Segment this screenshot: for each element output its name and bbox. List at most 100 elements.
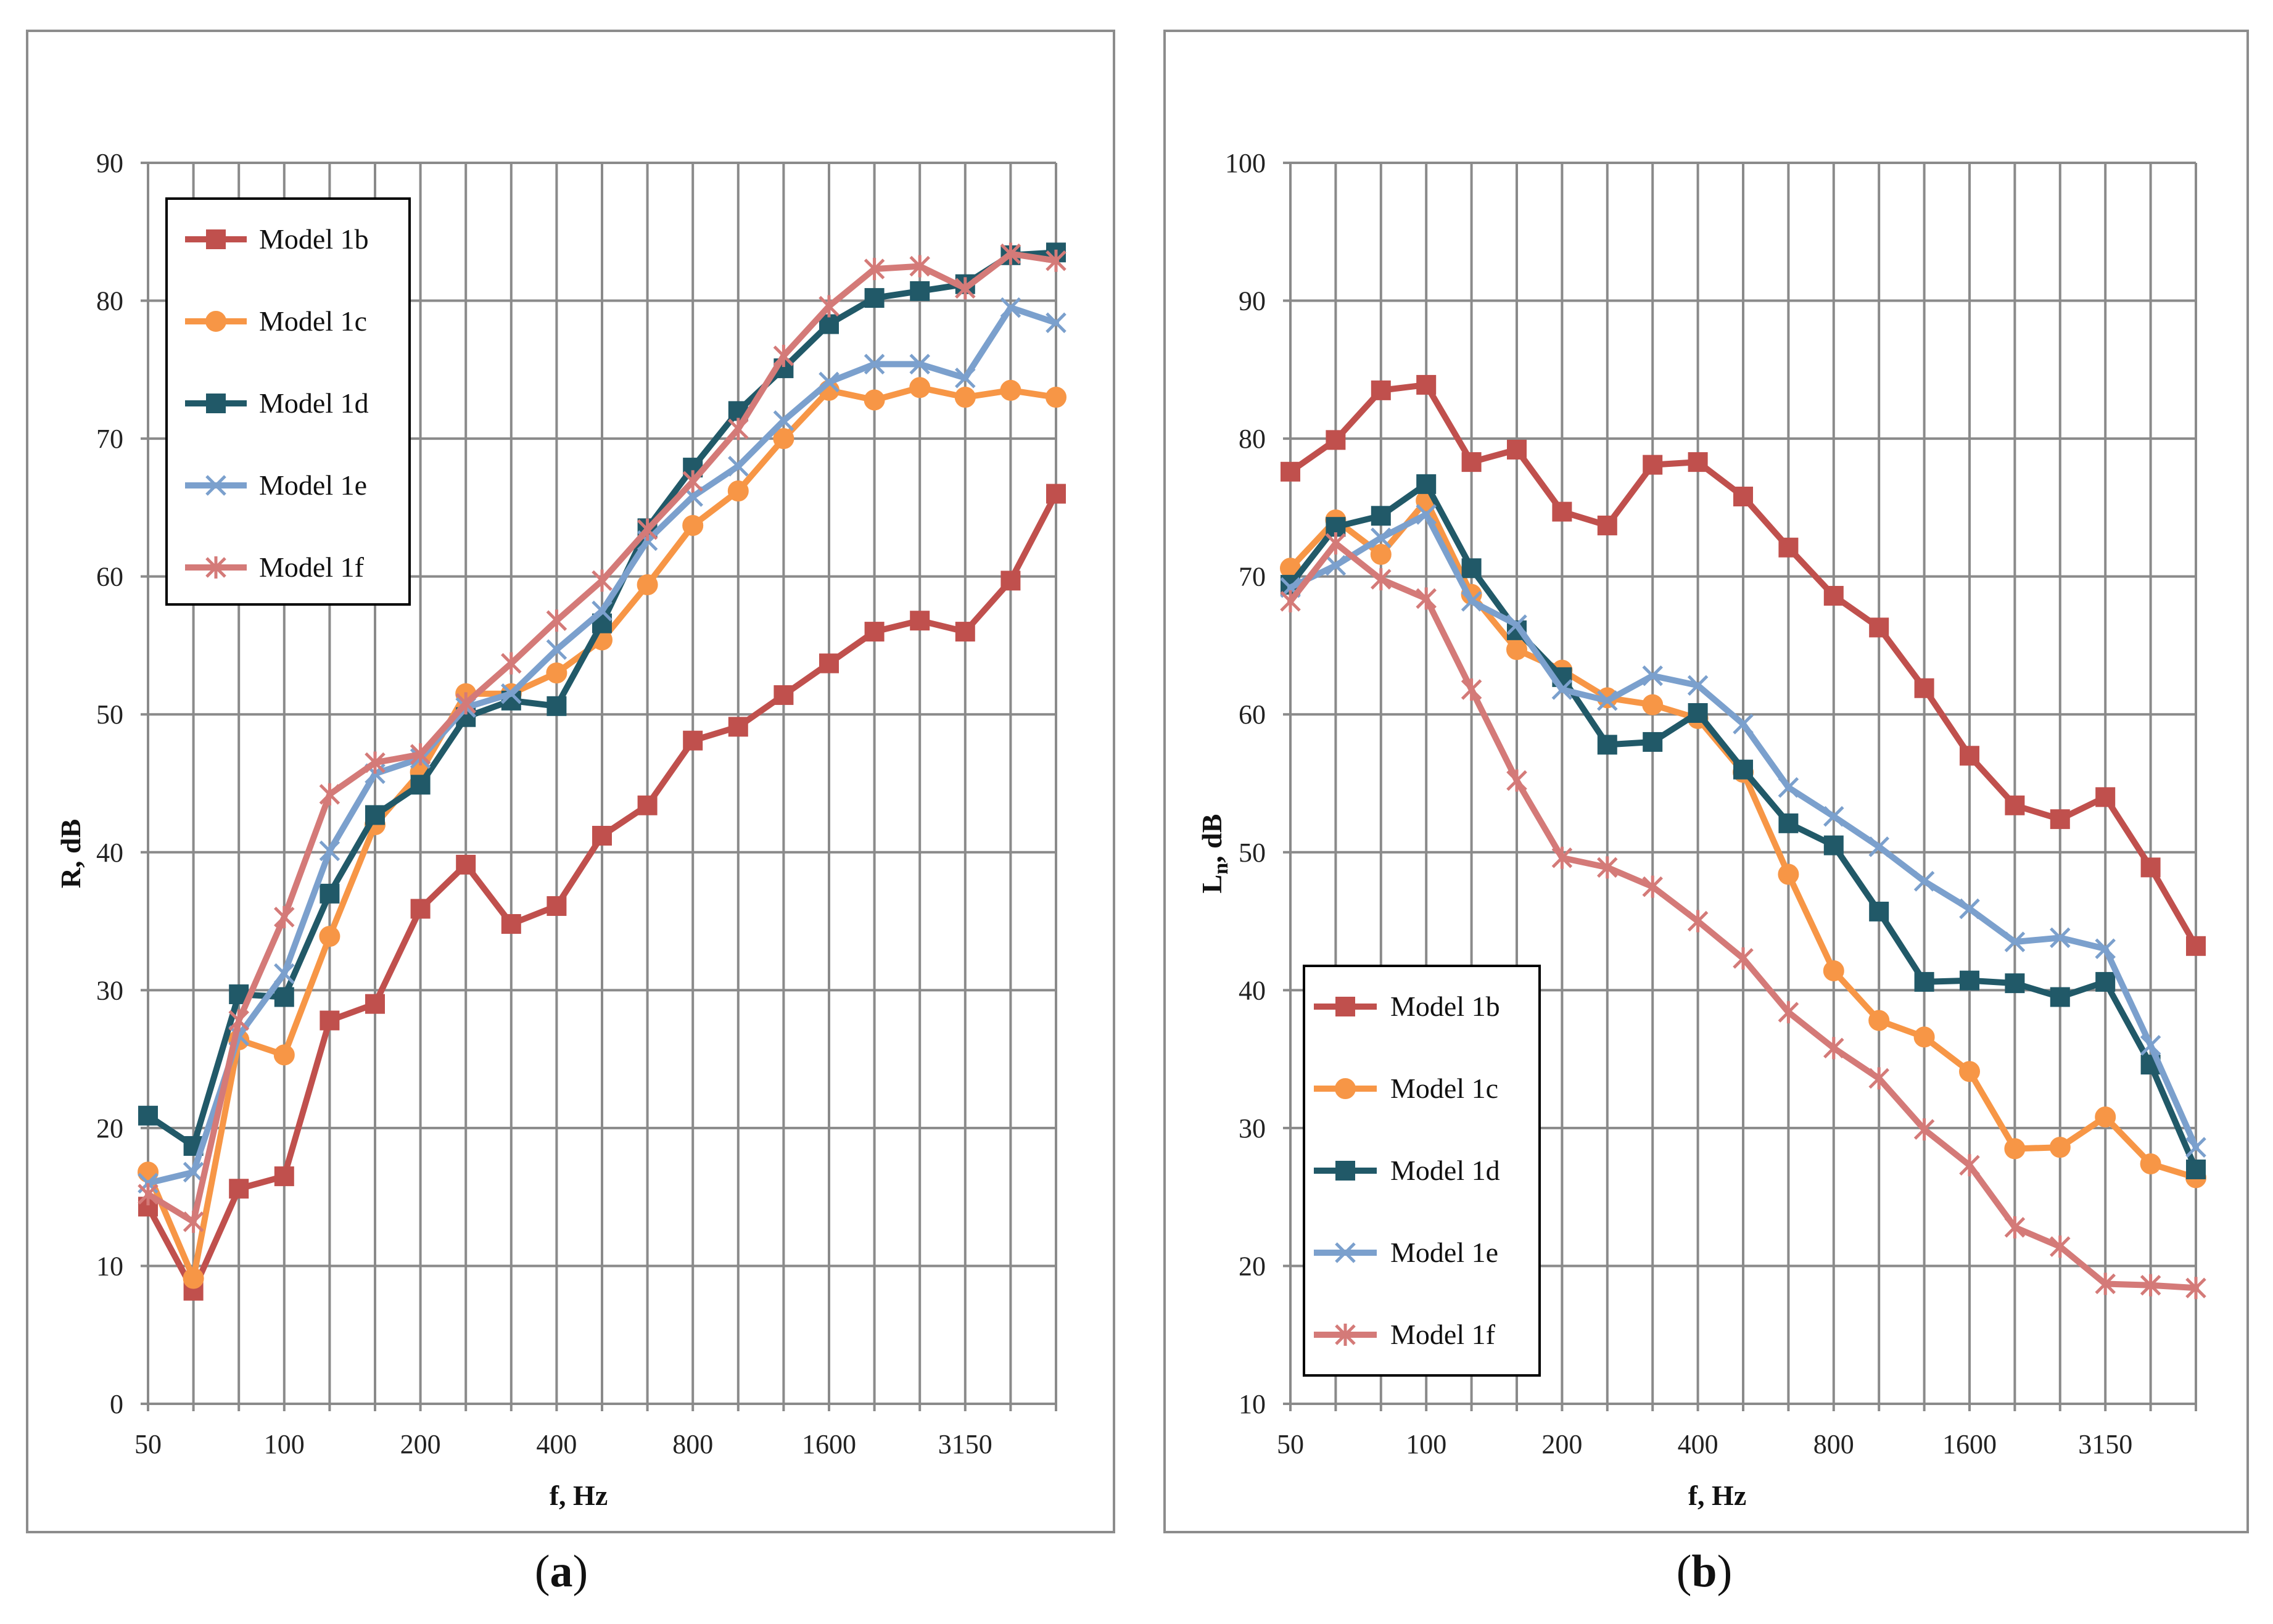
panel-b-legend-marker [1335,1242,1356,1263]
panel-a-series-marker [501,652,522,675]
panel-a-series-marker [410,899,431,919]
panel-a-series-marker [955,367,976,389]
panel-b-legend-label: Model 1d [1390,1155,1500,1186]
panel-b-x-tick-label: 1600 [1942,1429,1997,1459]
panel-a-legend-entry: Model 1d [185,387,369,419]
panel-b-series-marker [1733,714,1754,735]
panel-a-series-marker [410,775,431,795]
panel-b-series-marker [1688,703,1708,723]
panel-a-series-marker [365,805,385,825]
panel-b-series-marker [2004,1138,2026,1160]
panel-b-series-marker [1370,543,1392,565]
panel-b-series-marker [1597,856,1618,879]
panel-a-series-marker [1046,484,1066,504]
panel-b-series-marker [1371,380,1391,400]
panel-b-legend-marker [1335,1324,1356,1346]
panel-a-y-tick-label: 40 [96,838,123,868]
panel-a-series-marker [274,987,294,1007]
panel-b-series-marker [1823,806,1844,827]
panel-b-series-marker [1416,374,1437,395]
panel-a-series-marker [864,258,885,281]
panel-b-chart: 10 20 30 40 50 60 70 80 90 100 50 100 200 400 800 1600… [1163,30,2249,1533]
panel-b-series-marker [1778,864,1799,885]
panel-b-legend-label: Model 1c [1390,1073,1498,1104]
panel-b-series-marker [1914,971,1934,992]
panel-b-series-marker [2050,1235,2071,1258]
panel-b-series-marker [1733,947,1754,970]
panel-a-series-marker [319,926,340,947]
panel-b-series-model-1f [1280,532,2206,1300]
panel-b-y-tick-label: 30 [1239,1113,1266,1144]
panel-a-series-marker [183,1161,204,1183]
panel-a-series-marker [1046,249,1066,272]
panel-b-series-marker [2095,1107,2116,1128]
panel-b-series-marker [2140,1274,2161,1296]
panel-b-series-marker [1416,504,1437,525]
panel-a-y-axis-title: R, dB [55,819,86,888]
panel-b-series-marker [1642,875,1663,898]
panel-a-series-marker [728,717,748,737]
panel-a-series-marker [319,840,340,862]
panel-b-series-marker [1959,898,1980,920]
panel-b-y-ticks: 10 20 30 40 50 60 70 80 90 100 [1225,148,1266,1419]
panel-a-series-marker [592,600,613,622]
panel-b-x-tick-label: 400 [1678,1429,1718,1459]
panel-b-series-marker [2050,987,2070,1007]
panel-b-label: (b) [1677,1546,1732,1597]
panel-a-label: (a) [535,1546,588,1597]
panel-b-series-marker [1868,1067,1889,1090]
panel-a-series-marker [909,255,930,278]
panel-a-series-marker [954,387,976,408]
panel-a-y-tick-label: 0 [110,1389,123,1419]
panel-b-series-marker [2050,927,2071,949]
panel-b-y-tick-label: 10 [1239,1389,1266,1419]
panel-b-series-marker [2004,931,2026,952]
panel-b-x-tick-label: 200 [1541,1429,1582,1459]
panel-a-series-marker [637,795,658,815]
panel-a-series-marker [1000,242,1021,265]
panel-b-y-axis-title: Ln, dB [1196,814,1232,894]
panel-b-series-marker [1326,430,1346,450]
panel-b-series-marker [1913,1026,1935,1048]
panel-a-y-tick-label: 90 [96,148,123,178]
panel-b-series-marker [1960,746,1979,766]
panel-a-legend-label: Model 1f [259,551,365,583]
panel-a-legend-entry: Model 1f [185,551,365,583]
panel-a-series-marker [909,377,931,398]
panel-b-series-marker [1506,639,1527,661]
panel-a-series-marker [773,428,794,450]
panel-b-series-marker [1416,587,1437,610]
panel-b-series-marker [1913,870,1935,892]
panel-a-y-tick-label: 30 [96,975,123,1005]
panel-a-series-marker [955,277,976,300]
panel-a-series-marker [819,295,839,318]
panel-b-series-marker [1914,678,1934,698]
panel-a-series-marker [864,389,885,411]
panel-b-series-marker [1688,452,1708,472]
panel-a-series-marker [183,1267,204,1289]
panel-b-series-marker [1959,1154,1980,1177]
panel-b-series-marker [1552,501,1572,522]
panel-b-legend-marker [1335,997,1355,1016]
panel-a-series-marker [320,883,340,904]
panel-a-legend-label: Model 1d [259,387,369,419]
panel-b-legend-label: Model 1e [1390,1237,1498,1268]
panel-a-y-tick-label: 20 [96,1113,123,1144]
panel-b-y-tick-label: 60 [1239,699,1266,730]
panel-a-series-marker [1046,312,1066,334]
panel-b-series-marker [1597,690,1618,711]
panel-a-series-marker [819,653,839,674]
panel-a-y-tick-label: 70 [96,424,123,454]
panel-a-series-marker [592,825,612,846]
panel-b-legend-label: Model 1b [1390,991,1500,1022]
panel-b-series-marker [1687,910,1709,933]
panel-a-legend-entry: Model 1e [185,469,367,501]
panel-a-series-marker [955,622,975,642]
panel-a-series-marker [273,1044,295,1066]
panel-b-series-marker [2186,1159,2206,1179]
panel-a-legend-marker [206,394,226,413]
panel-a-series-marker [138,1183,159,1206]
panel-a-series-marker [229,1179,249,1199]
panel-a-x-tick-label: 1600 [802,1429,856,1459]
